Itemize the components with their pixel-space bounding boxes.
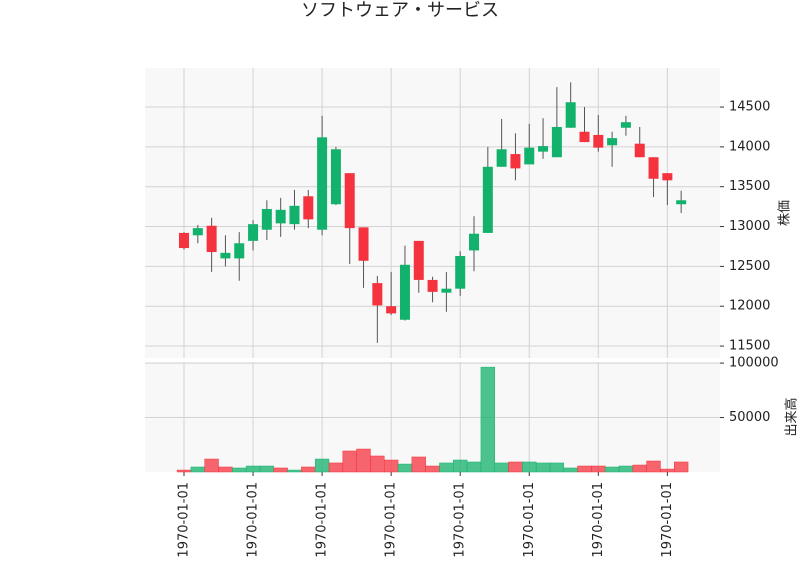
volume-bar	[646, 460, 661, 473]
y-tick-label: 11500	[729, 339, 770, 354]
volume-bar	[314, 458, 330, 473]
candle-body	[441, 288, 452, 293]
candle-body	[220, 252, 231, 259]
x-tick-label: 1970-01-01	[246, 482, 261, 558]
volume-bar	[397, 463, 413, 473]
x-tick-label: 1970-01-01	[660, 482, 675, 558]
volume-bar	[563, 467, 578, 473]
candle-body	[275, 209, 286, 224]
volume-bar	[245, 465, 261, 473]
y-tick-label: 14000	[729, 139, 770, 154]
y-tick-label: 13500	[729, 179, 770, 194]
candle-body	[358, 227, 369, 261]
volume-bar	[604, 466, 620, 473]
volume-bar	[232, 467, 247, 473]
volume-bar	[480, 366, 495, 473]
candle-body	[496, 149, 507, 167]
volume-bar	[425, 465, 440, 473]
chart-title: ソフトウェア・サービス	[301, 0, 499, 21]
volume-bar	[204, 458, 219, 473]
candle-body	[234, 243, 245, 259]
candle-body	[620, 122, 631, 128]
volume-bar	[632, 464, 647, 473]
candle-body	[482, 166, 493, 233]
y-tick-label: 12000	[729, 299, 770, 314]
x-tick-label: 1970-01-01	[384, 482, 399, 558]
volume-bar	[453, 459, 468, 473]
volume-bar	[176, 469, 192, 473]
candle-body	[662, 173, 673, 181]
volume-bar	[370, 455, 385, 473]
volume-panel	[145, 362, 720, 472]
volume-bar	[494, 462, 509, 473]
volume-bar	[342, 450, 357, 473]
volume-bar	[439, 462, 454, 473]
volume-bar	[508, 461, 523, 473]
volume-bar	[259, 465, 275, 473]
volume-bar	[383, 459, 399, 473]
volume-bar	[549, 462, 565, 473]
candle-body	[344, 173, 355, 229]
candle-body	[386, 306, 397, 314]
volume-bar	[660, 468, 675, 473]
y-tick-label: 12500	[729, 259, 770, 274]
candle-body	[179, 232, 189, 249]
candle-body	[607, 138, 618, 146]
candle-body	[317, 137, 328, 230]
volume-bar	[218, 466, 233, 473]
candle-body	[538, 146, 549, 152]
volume-bar	[674, 461, 689, 473]
volume-bar	[618, 465, 634, 473]
candle-body	[289, 205, 300, 225]
candle-body	[427, 279, 438, 292]
volume-bar	[287, 469, 302, 473]
candle-body	[261, 209, 272, 230]
candle-body	[455, 256, 466, 289]
candle-body	[330, 149, 341, 205]
volume-axis-label: 出来高	[784, 397, 800, 436]
candle-body	[372, 283, 383, 306]
candle-body	[524, 147, 535, 165]
price-panel	[145, 68, 720, 358]
volume-bar	[273, 467, 288, 473]
candle-body	[303, 196, 314, 220]
volume-bar	[190, 466, 205, 473]
candle-body	[648, 157, 659, 179]
y-axis-label: 株価	[778, 200, 793, 226]
candle-body	[676, 200, 687, 205]
candle-body	[593, 134, 604, 148]
y-tick-label: 13000	[729, 219, 770, 234]
candle-body	[579, 131, 590, 143]
candle-body	[634, 143, 645, 158]
x-tick-label: 1970-01-01	[522, 482, 537, 558]
candle-body	[399, 264, 410, 320]
candle-body	[248, 224, 259, 241]
x-tick-label: 1970-01-01	[177, 482, 192, 558]
candle-body	[469, 233, 480, 251]
volume-bar	[411, 456, 426, 473]
x-tick-label: 1970-01-01	[453, 482, 468, 558]
volume-bar	[356, 448, 371, 473]
candle-body	[551, 126, 562, 158]
volume-bar	[522, 461, 537, 473]
candle-body	[565, 102, 576, 128]
volume-bar	[328, 462, 344, 473]
candle-body	[510, 154, 521, 169]
volume-tick-label: 100000	[729, 356, 779, 371]
volume-bar	[466, 461, 482, 473]
volume-tick-label: 50000	[729, 410, 770, 425]
volume-bar	[591, 465, 606, 473]
y-tick-label: 14500	[729, 100, 770, 115]
volume-bar	[301, 466, 316, 473]
candle-body	[413, 240, 424, 280]
candle-body	[206, 225, 217, 253]
volume-bar	[577, 465, 592, 473]
candle-body	[192, 228, 203, 236]
x-tick-label: 1970-01-01	[591, 482, 606, 558]
volume-bar	[535, 462, 551, 473]
x-tick-label: 1970-01-01	[315, 482, 330, 558]
